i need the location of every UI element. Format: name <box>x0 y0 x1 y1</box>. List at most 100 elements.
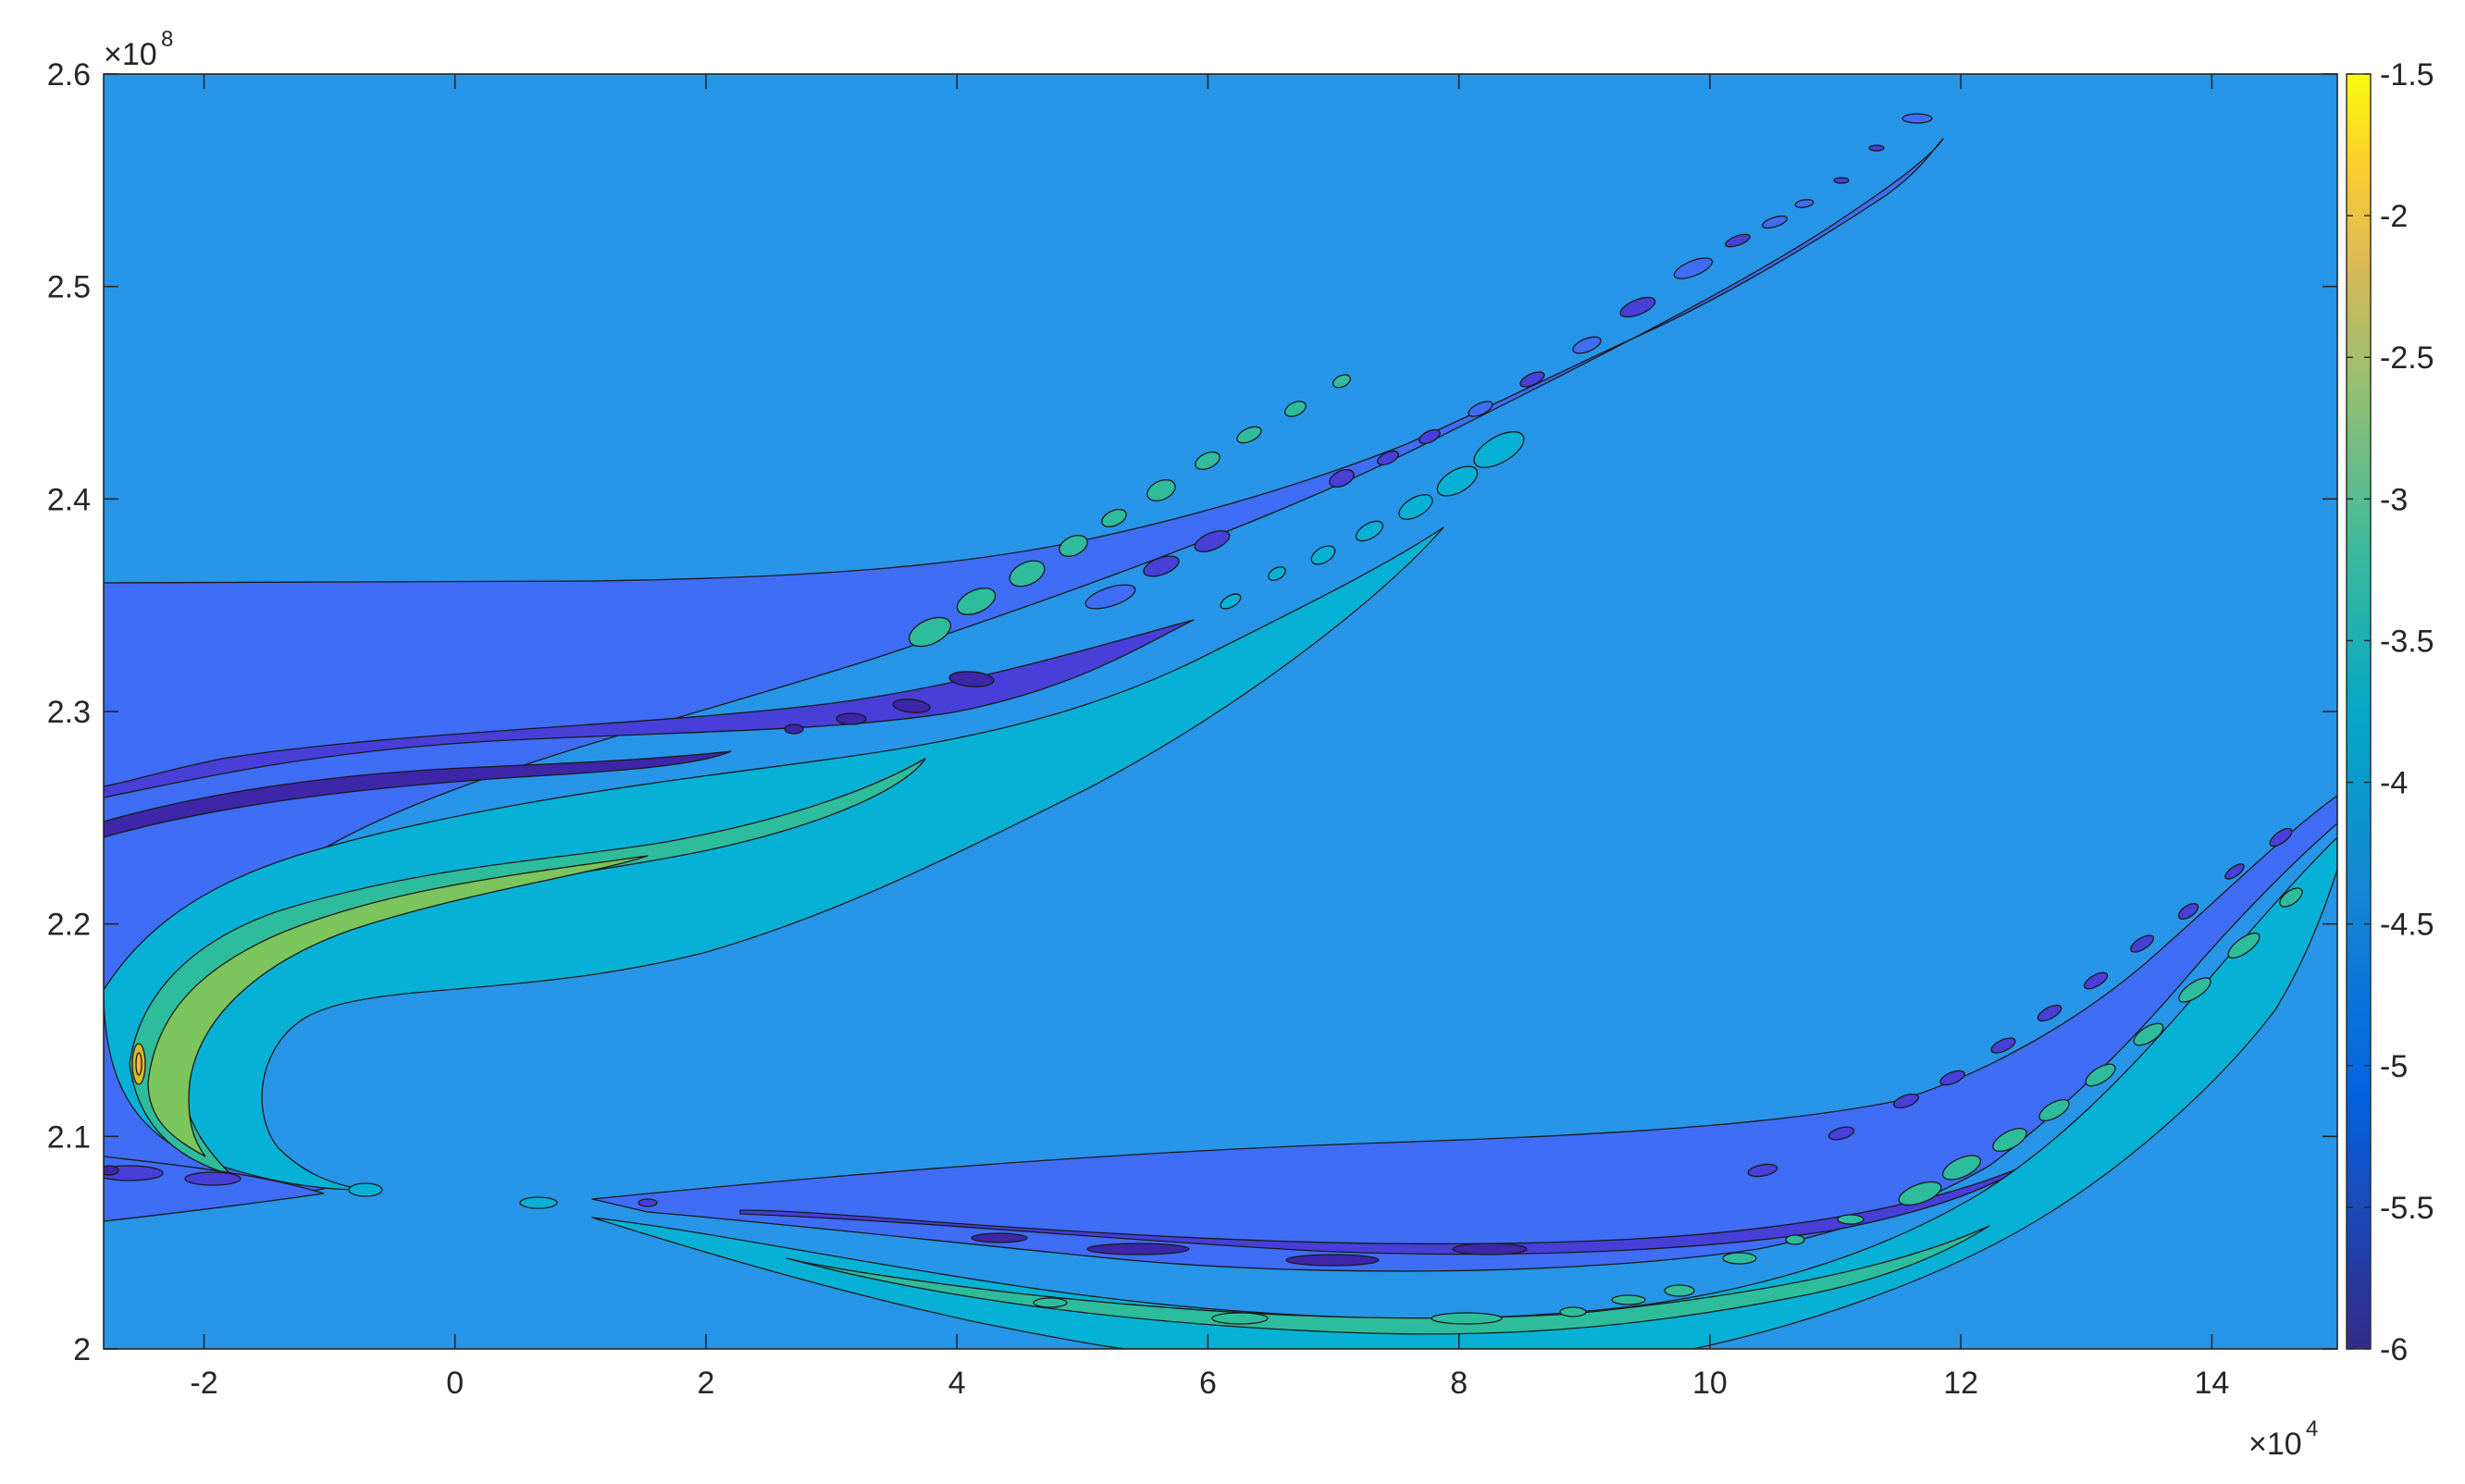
lower-ridge-island <box>2083 971 2109 990</box>
y-tick-label: 2.3 <box>47 695 91 730</box>
colorbar-tick-label: -1.5 <box>2380 57 2434 93</box>
y-axis: 2 2.1 2.2 2.3 2.4 2.5 2.6 <box>47 57 2337 1367</box>
upper-ridge-band-minus5-5 <box>104 619 1195 798</box>
lower-ridge-island <box>2177 902 2199 921</box>
upper-ridge-island <box>1901 113 1933 124</box>
lower-ridge-island <box>1611 1294 1646 1305</box>
upper-ridge-island <box>1059 535 1088 557</box>
upper-ridge-island <box>836 712 867 725</box>
left-remnant-island <box>348 1182 383 1197</box>
upper-ridge-island <box>1418 428 1441 445</box>
mid-island <box>519 1196 558 1209</box>
colorbar: -1.5 -2 -2.5 -3 -3.5 -4 -4.5 -5 -5.5 -6 <box>2346 57 2434 1367</box>
upper-ridge-island <box>1761 215 1789 229</box>
upper-ridge-island <box>1436 465 1479 497</box>
upper-ridge-island <box>1468 401 1493 417</box>
colorbar-tick-label: -2.5 <box>2380 340 2434 376</box>
lower-ridge-island <box>1939 1070 1965 1086</box>
lower-ridge-dark <box>971 1232 1028 1243</box>
upper-ridge-island <box>1310 545 1336 565</box>
lower-ridge-island <box>2085 1063 2116 1087</box>
lower-ridge-island <box>2279 887 2303 908</box>
lower-ridge-island <box>1837 1214 1864 1225</box>
upper-ridge-island <box>1084 584 1136 610</box>
upper-ridge-island <box>1143 555 1180 577</box>
upper-ridge-island <box>1284 401 1307 417</box>
y-tick-label: 2.4 <box>47 482 91 517</box>
upper-ridge-island <box>1398 494 1433 520</box>
lower-ridge-island <box>1211 1312 1269 1325</box>
y-exponent-base: ×10 <box>104 37 157 72</box>
upper-ridge-island <box>1725 233 1751 248</box>
upper-ridge-island <box>908 616 952 648</box>
lower-ridge-island <box>1827 1126 1855 1141</box>
lower-ridge-island <box>1033 1297 1068 1308</box>
lower-ridge-island <box>2037 1004 2062 1022</box>
lower-ridge-island <box>1893 1093 1919 1109</box>
lower-ridge-island <box>1992 1128 2027 1152</box>
upper-ridge-island <box>1329 468 1355 488</box>
lower-ridge-island <box>1990 1037 2016 1054</box>
y-tick-label: 2.2 <box>47 908 91 943</box>
upper-ridge-island <box>948 671 995 687</box>
upper-ridge-island <box>1101 508 1127 528</box>
mid-island <box>638 1198 658 1207</box>
upper-ridge-island <box>1673 257 1714 279</box>
lower-ridge-island <box>1664 1284 1695 1297</box>
lower-ridge-island <box>2130 934 2154 953</box>
upper-ridge-island <box>1236 426 1262 444</box>
lower-ridge-island <box>2269 827 2293 847</box>
lower-ridge-island <box>1431 1312 1503 1325</box>
y-axis-exponent: ×10 8 <box>104 27 173 72</box>
x-exponent-power: 4 <box>2306 1416 2318 1441</box>
y-tick-label: 2.6 <box>47 57 91 93</box>
lower-ridge-dark <box>1452 1243 1528 1255</box>
lower-ridge-island <box>1559 1306 1587 1317</box>
y-tick-label: 2.5 <box>47 270 91 305</box>
upper-ridge-island <box>1619 296 1656 318</box>
x-axis: -2 0 2 4 6 8 10 12 14 <box>190 74 2229 1401</box>
upper-ridge-island <box>1794 199 1815 208</box>
upper-ridge-island <box>1519 371 1545 388</box>
colorbar-tick-label: -2 <box>2380 199 2408 234</box>
lower-ridge-band-minus3-5 <box>786 1225 1990 1335</box>
colorbar-tick-label: -3.5 <box>2380 624 2434 659</box>
lower-ridge-island <box>1898 1181 1942 1206</box>
y-tick-label: 2.1 <box>47 1119 91 1155</box>
lower-ridge-island <box>2224 863 2245 880</box>
upper-ridge-island <box>1332 374 1352 389</box>
x-tick-label: 0 <box>446 1366 464 1401</box>
colorbar-ticks: -1.5 -2 -2.5 -3 -3.5 -4 -4.5 -5 -5.5 -6 <box>2347 57 2434 1367</box>
y-tick-label: 2 <box>73 1332 91 1367</box>
plot-area <box>103 73 2338 1350</box>
upper-ridge-island <box>1194 530 1231 552</box>
upper-ridge-island <box>892 699 931 713</box>
x-tick-label: 10 <box>1692 1366 1728 1401</box>
colorbar-tick-label: -6 <box>2380 1332 2408 1367</box>
upper-ridge-island <box>1377 450 1399 466</box>
y-exponent-power: 8 <box>161 27 173 52</box>
x-tick-label: 6 <box>1199 1366 1217 1401</box>
upper-ridge-island <box>1195 451 1220 471</box>
x-tick-label: 8 <box>1450 1366 1468 1401</box>
x-exponent-base: ×10 <box>2248 1427 2302 1462</box>
colorbar-tick-label: -3 <box>2380 482 2408 517</box>
x-axis-exponent: ×10 4 <box>2248 1416 2318 1462</box>
lower-ridge-island <box>2133 1022 2164 1046</box>
left-remnant-dark <box>184 1171 242 1186</box>
x-tick-label: 12 <box>1943 1366 1978 1401</box>
lower-ridge-dark <box>1086 1243 1190 1255</box>
upper-ridge-island <box>1268 566 1286 581</box>
lower-ridge-island <box>1785 1234 1805 1245</box>
lower-ridge-dark <box>1285 1254 1380 1267</box>
x-tick-label: -2 <box>190 1366 217 1401</box>
lower-ridge-island <box>2227 932 2261 959</box>
lower-ridge-band-minus5 <box>591 795 2337 1272</box>
colorbar-tick-label: -4 <box>2380 766 2408 801</box>
contour-fills <box>104 113 2337 1349</box>
upper-ridge-island <box>1355 520 1384 542</box>
upper-ridge-island <box>1572 336 1602 354</box>
upper-ridge-island <box>1220 593 1242 610</box>
colorbar-tick-label: -5.5 <box>2380 1191 2434 1226</box>
